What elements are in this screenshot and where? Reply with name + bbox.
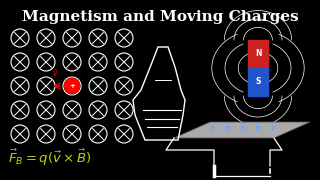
Text: +: + [69,84,75,89]
Circle shape [64,78,80,94]
Polygon shape [174,122,310,138]
Bar [248,68,268,96]
Text: Magnetism and Moving Charges: Magnetism and Moving Charges [22,10,298,24]
Text: S: S [255,78,261,87]
Text: $\vec{v}$: $\vec{v}$ [52,67,58,79]
Text: N: N [255,50,261,59]
Text: $\vec{F}_B = q(\vec{v} \times \vec{B})$: $\vec{F}_B = q(\vec{v} \times \vec{B})$ [8,148,92,168]
Bar [248,40,268,68]
